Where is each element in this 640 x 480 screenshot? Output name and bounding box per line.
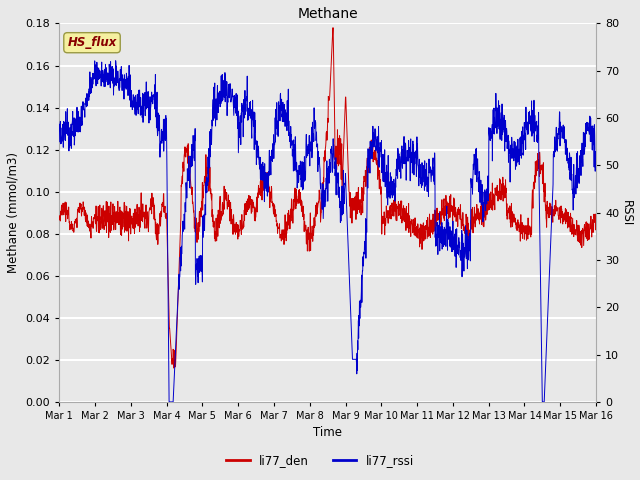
- Title: Methane: Methane: [298, 7, 358, 21]
- Legend: li77_den, li77_rssi: li77_den, li77_rssi: [221, 449, 419, 472]
- Y-axis label: RSSI: RSSI: [620, 200, 633, 226]
- Text: HS_flux: HS_flux: [67, 36, 116, 49]
- X-axis label: Time: Time: [313, 426, 342, 440]
- Y-axis label: Methane (mmol/m3): Methane (mmol/m3): [7, 152, 20, 273]
